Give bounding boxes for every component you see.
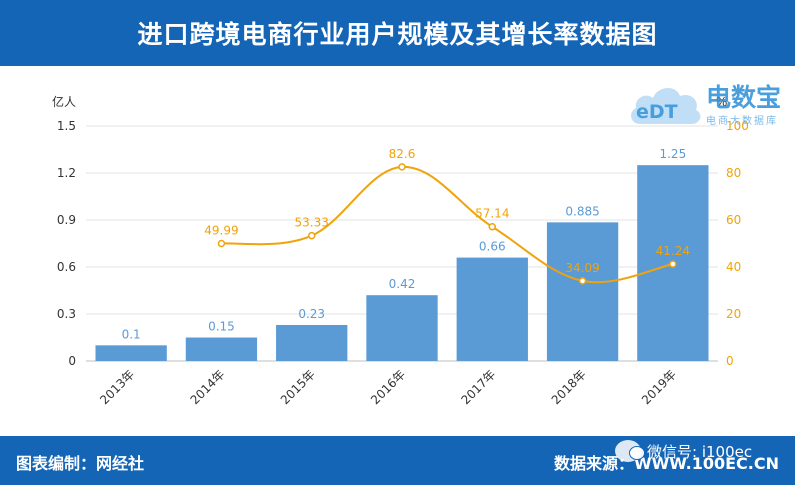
brand-logo: eDT 电数宝 电商大数据库	[626, 74, 791, 134]
y-left-tick-label: 0.3	[57, 307, 76, 321]
bar-data-label: 1.25	[659, 147, 686, 161]
bar-data-label: 0.1	[122, 327, 141, 341]
y-left-tick-label: 0.6	[57, 260, 76, 274]
y-right-tick-label: 80	[726, 166, 741, 180]
chart-area: 0 0.3 0.6 0.9 1.2 1.5 0 20 40 60 80 100 亿人% 0.1 0.15 0.…	[0, 66, 795, 436]
x-tick-label: 2017年	[458, 367, 498, 407]
growth-rate-point	[307, 231, 316, 240]
bar	[95, 345, 167, 361]
growth-rate-point	[669, 260, 677, 268]
y-left-tick-label: 0	[68, 354, 76, 368]
bar-data-label: 0.66	[479, 240, 506, 254]
line-data-label: 34.09	[565, 261, 599, 275]
line-data-label: 41.24	[656, 244, 690, 258]
bar	[366, 295, 438, 361]
bar-data-label: 0.15	[208, 320, 235, 334]
x-tick-label: 2015年	[278, 367, 318, 407]
chart-header: 进口跨境电商行业用户规模及其增长率数据图	[0, 0, 795, 66]
y-right-tick-label: 40	[726, 260, 741, 274]
y-left-axis-unit: 亿人	[52, 94, 76, 109]
combo-chart: 0 0.3 0.6 0.9 1.2 1.5 0 20 40 60 80 100 亿人 % 0.1 0.15 0.…	[52, 94, 749, 407]
bar	[276, 324, 348, 361]
y-right-tick-label: 60	[726, 213, 741, 227]
growth-rate-point	[488, 222, 497, 231]
x-tick-label: 2019年	[639, 367, 679, 407]
wechat-watermark: 微信号: i100ec	[615, 440, 752, 462]
wechat-icon	[615, 440, 645, 462]
x-tick-label: 2016年	[368, 367, 408, 407]
y-left-tick-label: 1.5	[57, 119, 76, 133]
x-tick-label: 2013年	[97, 367, 137, 407]
growth-rate-point	[398, 163, 406, 171]
cloud-logo-icon: eDT	[631, 87, 701, 124]
x-tick-label: 2014年	[188, 367, 228, 407]
bar	[546, 222, 619, 361]
y-left-tick-label: 1.2	[57, 166, 76, 180]
bar	[456, 257, 528, 361]
growth-rate-point	[217, 239, 226, 248]
y-left-tick-label: 0.9	[57, 213, 76, 227]
wechat-id: 微信号: i100ec	[647, 442, 753, 461]
logo-subtitle: 电商大数据库	[706, 116, 778, 127]
bar-data-label: 0.42	[389, 277, 416, 291]
logo-text: 电数宝	[706, 83, 782, 112]
y-right-tick-label: 20	[726, 307, 741, 321]
chart-compiler: 图表编制：网经社	[16, 454, 145, 473]
y-right-tick-label: 100	[726, 119, 749, 133]
data-source: 数据来源：WWW.100EC.CN	[553, 454, 779, 473]
growth-rate-point	[578, 277, 587, 285]
bar	[185, 337, 258, 361]
line-data-label: 82.6	[389, 147, 416, 161]
y-right-tick-label: 0	[726, 354, 734, 368]
x-tick-label: 2018年	[549, 367, 589, 407]
bar-data-label: 0.885	[565, 204, 599, 218]
line-data-label: 49.99	[204, 224, 238, 238]
bar-data-label: 0.23	[298, 307, 325, 321]
line-data-label: 53.33	[295, 216, 329, 230]
chart-title: 进口跨境电商行业用户规模及其增长率数据图	[137, 20, 658, 49]
logo-mark: eDT	[636, 101, 678, 123]
line-data-label: 57.14	[475, 207, 509, 221]
y-right-axis-unit: %	[716, 95, 727, 109]
chart-footer: 图表编制：网经社 数据来源：WWW.100EC.CN	[0, 436, 795, 485]
